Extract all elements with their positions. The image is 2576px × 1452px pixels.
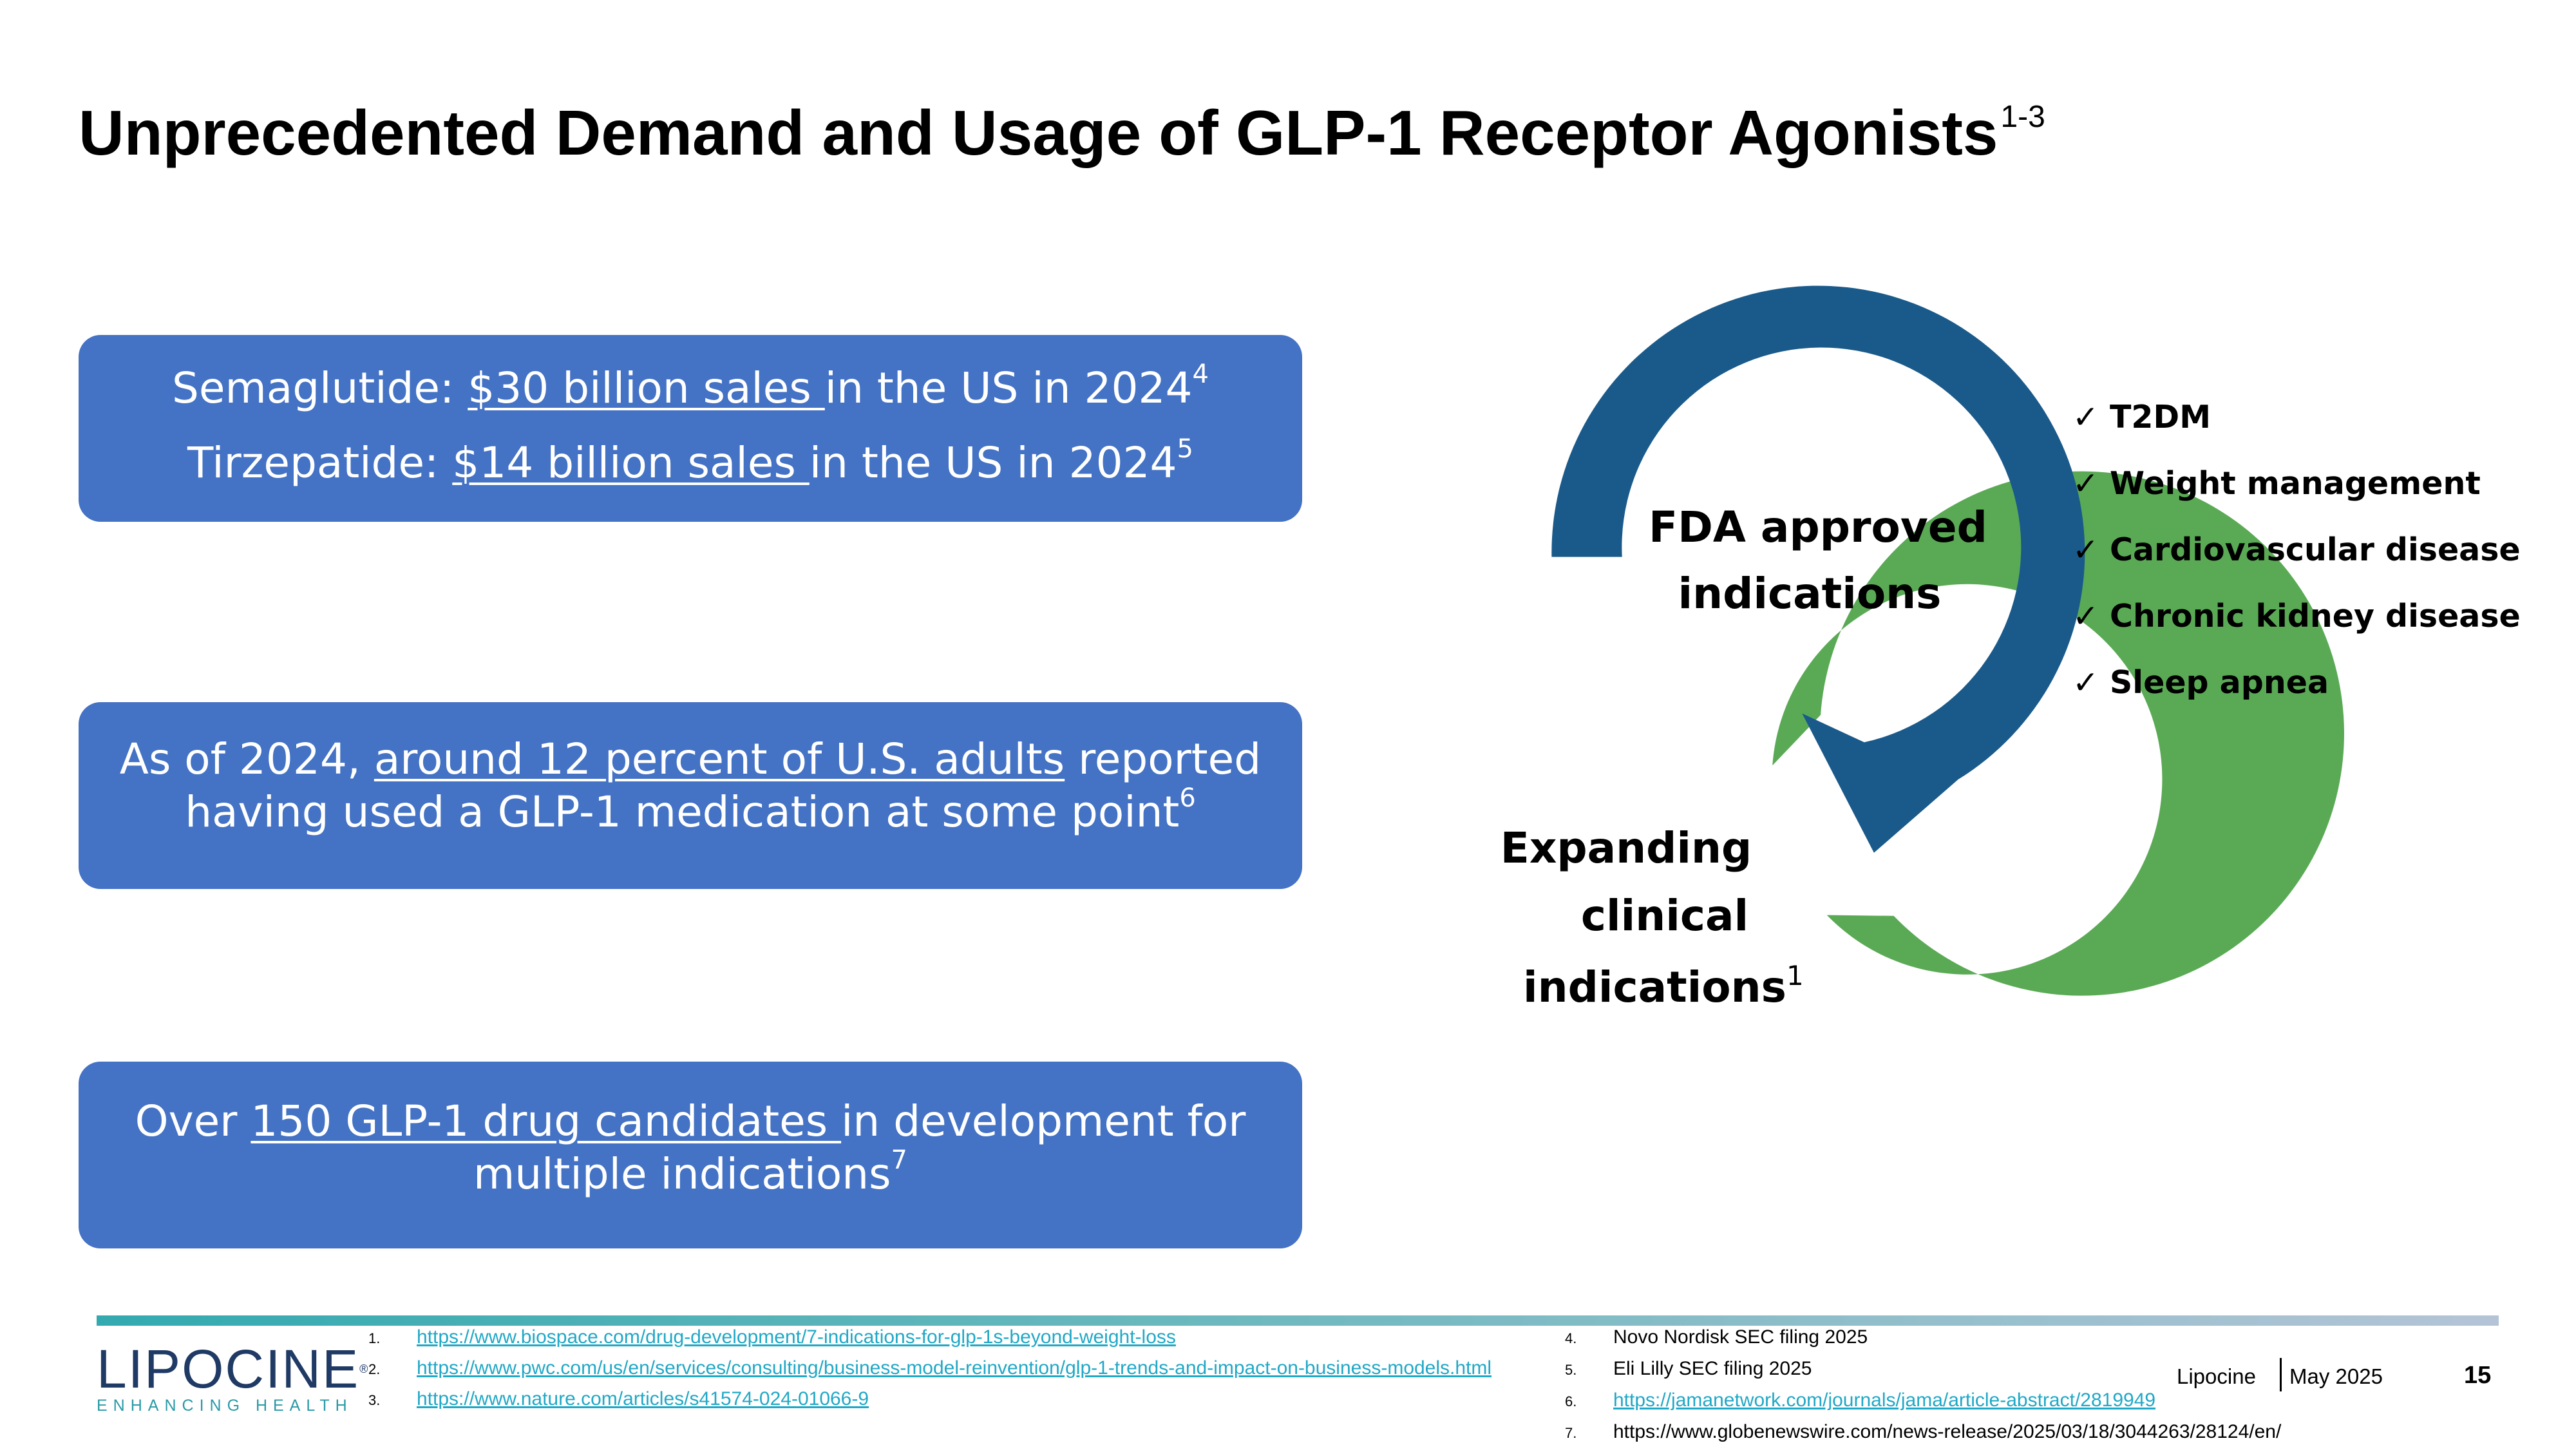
fda-label-line2: indications	[1678, 569, 1942, 618]
logo-tagline: ENHANCING HEALTH	[97, 1397, 353, 1415]
reference-text: https://www.globenewswire.com/news-relea…	[1613, 1421, 2282, 1442]
semaglutide-line: Semaglutide: $30 billion sales in the US…	[79, 359, 1302, 413]
tirzepatide-footnote: 5	[1177, 434, 1193, 464]
semaglutide-suffix: in the US in 2024	[824, 363, 1193, 413]
indication-item: ✓ Sleep apnea	[2072, 657, 2521, 723]
indication-label: Weight management	[2110, 465, 2481, 502]
tirzepatide-line: Tirzepatide: $14 billion sales in the US…	[79, 434, 1302, 488]
reference-item: 2. https://www.pwc.com/us/en/services/con…	[368, 1357, 1528, 1380]
reference-link[interactable]: https://www.pwc.com/us/en/services/consu…	[417, 1357, 1492, 1379]
candidates-line1: Over 150 GLP-1 drug candidates in develo…	[79, 1096, 1302, 1146]
candidates-link[interactable]: 150 GLP-1 drug candidates	[251, 1096, 842, 1146]
references-left: 1. https://www.biospace.com/drug-developm…	[368, 1326, 1528, 1419]
checkmark-icon: ✓	[2072, 531, 2099, 568]
expanding-label-line1: Expanding	[1500, 823, 1752, 873]
checkmark-icon: ✓	[2072, 399, 2099, 435]
expanding-label-line3-text: indications	[1523, 962, 1786, 1012]
adults-line2-text: having used a GLP-1 medication at some p…	[185, 787, 1180, 837]
adults-suffix: reported	[1065, 734, 1262, 784]
indication-label: Sleep apnea	[2110, 664, 2329, 701]
page-number: 15	[2464, 1362, 2492, 1389]
reference-item: 4. Novo Nordisk SEC filing 2025	[1565, 1326, 2467, 1349]
reference-number: 2.	[368, 1361, 381, 1377]
logo-main-text: LIPOCINE	[97, 1339, 360, 1399]
candidates-footnote: 7	[891, 1145, 907, 1175]
indication-item: ✓ T2DM	[2072, 392, 2521, 458]
logo-registered: ®	[359, 1362, 370, 1375]
adults-usage-box: As of 2024, around 12 percent of U.S. ad…	[79, 702, 1302, 889]
expanding-indications-label: Expanding clinical indications1	[1501, 823, 1804, 1012]
reference-link[interactable]: https://www.nature.com/articles/s41574-0…	[417, 1388, 869, 1409]
checkmark-icon: ✓	[2072, 664, 2099, 701]
reference-item: 1. https://www.biospace.com/drug-developm…	[368, 1326, 1528, 1349]
candidates-line2-text: multiple indications	[473, 1149, 891, 1199]
reference-number: 7.	[1565, 1425, 1577, 1441]
reference-number: 4.	[1565, 1330, 1577, 1346]
slide-title: Unprecedented Demand and Usage of GLP-1 …	[79, 97, 2045, 169]
candidates-line2: multiple indications7	[79, 1145, 1302, 1199]
reference-number: 1.	[368, 1330, 381, 1346]
title-text: Unprecedented Demand and Usage of GLP-1 …	[79, 97, 1998, 168]
title-footnote: 1-3	[2000, 100, 2045, 134]
reference-number: 5.	[1565, 1362, 1577, 1378]
reference-number: 6.	[1565, 1393, 1577, 1409]
reference-link[interactable]: https://jamanetwork.com/journals/jama/ar…	[1613, 1390, 2156, 1411]
adults-line1: As of 2024, around 12 percent of U.S. ad…	[79, 734, 1302, 784]
checkmark-icon: ✓	[2072, 598, 2099, 635]
sales-box: Semaglutide: $30 billion sales in the US…	[79, 335, 1302, 522]
logo-wordmark: LIPOCINE®	[97, 1340, 369, 1398]
fda-approved-label: FDA approved indications	[1649, 502, 1987, 618]
references-right: 4. Novo Nordisk SEC filing 2025 5. Eli Lill…	[1565, 1326, 2467, 1452]
reference-number: 3.	[368, 1392, 381, 1408]
reference-item: 6. https://jamanetwork.com/journals/jama/…	[1565, 1389, 2467, 1412]
lipocine-logo: LIPOCINE® ENHANCING HEALTH	[97, 1340, 369, 1415]
indication-label: Cardiovascular disease	[2110, 531, 2521, 568]
semaglutide-sales-link[interactable]: $30 billion sales	[468, 363, 825, 413]
checkmark-icon: ✓	[2072, 465, 2099, 502]
footer-date: May 2025	[2289, 1364, 2383, 1388]
candidates-prefix: Over	[135, 1096, 251, 1146]
footer-separator	[2280, 1358, 2282, 1391]
reference-link[interactable]: https://www.biospace.com/drug-developmen…	[417, 1326, 1176, 1348]
reference-text: Novo Nordisk SEC filing 2025	[1613, 1326, 1868, 1348]
indication-item: ✓ Cardiovascular disease	[2072, 524, 2521, 591]
indication-item: ✓ Weight management	[2072, 458, 2521, 524]
adults-line2: having used a GLP-1 medication at some p…	[79, 783, 1302, 837]
reference-text: Eli Lilly SEC filing 2025	[1613, 1358, 1812, 1379]
expanding-label-line2: clinical	[1580, 891, 1749, 941]
tirzepatide-suffix: in the US in 2024	[809, 438, 1177, 488]
tirzepatide-prefix: Tirzepatide:	[187, 438, 453, 488]
adults-percent-link[interactable]: around 12 percent of U.S. adults	[374, 734, 1065, 784]
expanding-indications-ring	[1772, 471, 2344, 996]
indication-label: Chronic kidney disease	[2110, 598, 2521, 635]
adults-prefix: As of 2024,	[119, 734, 374, 784]
tirzepatide-sales-link[interactable]: $14 billion sales	[452, 438, 810, 488]
semaglutide-prefix: Semaglutide:	[172, 363, 468, 413]
expanding-label-line3: indications1	[1523, 960, 1804, 1012]
candidates-box: Over 150 GLP-1 drug candidates in develo…	[79, 1062, 1302, 1248]
indication-item: ✓ Chronic kidney disease	[2072, 591, 2521, 657]
semaglutide-footnote: 4	[1192, 359, 1209, 389]
expanding-footnote: 1	[1786, 960, 1804, 991]
footer-divider-bar	[97, 1315, 2499, 1326]
adults-footnote: 6	[1179, 783, 1196, 813]
reference-item: 5. Eli Lilly SEC filing 2025	[1565, 1357, 2467, 1380]
fda-label-line1: FDA approved	[1649, 502, 1987, 552]
footer-company: Lipocine	[2177, 1364, 2256, 1388]
fda-approved-arrow	[1551, 285, 2085, 853]
candidates-suffix: in development for	[841, 1096, 1246, 1146]
fda-indications-list: ✓ T2DM ✓ Weight management ✓ Cardiovascular d…	[2072, 392, 2521, 723]
reference-item: 7. https://www.globenewswire.com/news-rel…	[1565, 1420, 2467, 1444]
indication-label: T2DM	[2110, 399, 2211, 435]
reference-item: 3. https://www.nature.com/articles/s41574…	[368, 1388, 1528, 1411]
